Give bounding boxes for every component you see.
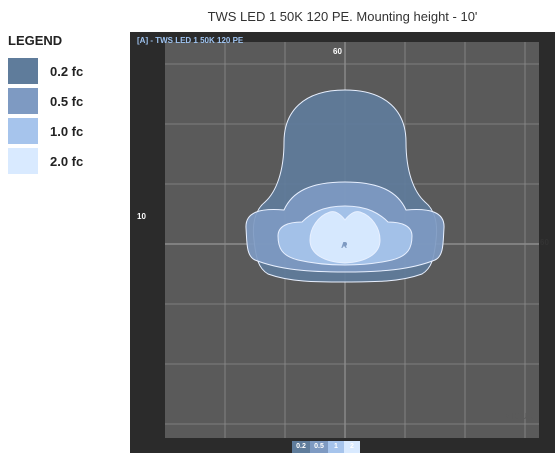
isofootcandle-plot: A <box>130 32 555 453</box>
legend-item-2-0-fc: 2.0 fc <box>8 148 128 174</box>
color-scale-cell: 2 <box>344 441 360 453</box>
scale-label: 10 <box>137 212 146 221</box>
legend-item-1-0-fc: 1.0 fc <box>8 118 128 144</box>
contour-2-0-fc <box>309 211 381 264</box>
watermark: VISUAL <box>505 412 540 421</box>
legend-swatch-2-0-fc <box>8 148 38 174</box>
color-scale-cell: 0.5 <box>310 441 328 453</box>
luminaire-marker: A <box>341 241 347 250</box>
luminaire-dot <box>343 242 347 246</box>
legend-label: 0.5 fc <box>50 94 84 109</box>
color-scale-cell: 1 <box>328 441 344 453</box>
color-scale-cell: 0.2 <box>292 441 310 453</box>
legend-swatch-0-2-fc <box>8 58 38 84</box>
legend-label: 1.0 fc <box>50 124 84 139</box>
grid-label-right: 60 <box>540 238 549 247</box>
plot-svg: A <box>165 42 539 438</box>
color-scale-bar: 0.2 0.5 1 2 <box>292 441 360 453</box>
legend-label: 0.2 fc <box>50 64 84 79</box>
page-title: TWS LED 1 50K 120 PE. Mounting height - … <box>207 9 478 24</box>
legend-heading: LEGEND <box>8 33 63 48</box>
legend-swatch-0-5-fc <box>8 88 38 114</box>
legend-label: 2.0 fc <box>50 154 84 169</box>
legend-item-0-5-fc: 0.5 fc <box>8 88 128 114</box>
grid-label-top: 60 <box>333 47 342 56</box>
legend-swatch-1-0-fc <box>8 118 38 144</box>
legend-item-0-2-fc: 0.2 fc <box>8 58 128 84</box>
plot-header: [A] - TWS LED 1 50K 120 PE <box>137 36 244 45</box>
